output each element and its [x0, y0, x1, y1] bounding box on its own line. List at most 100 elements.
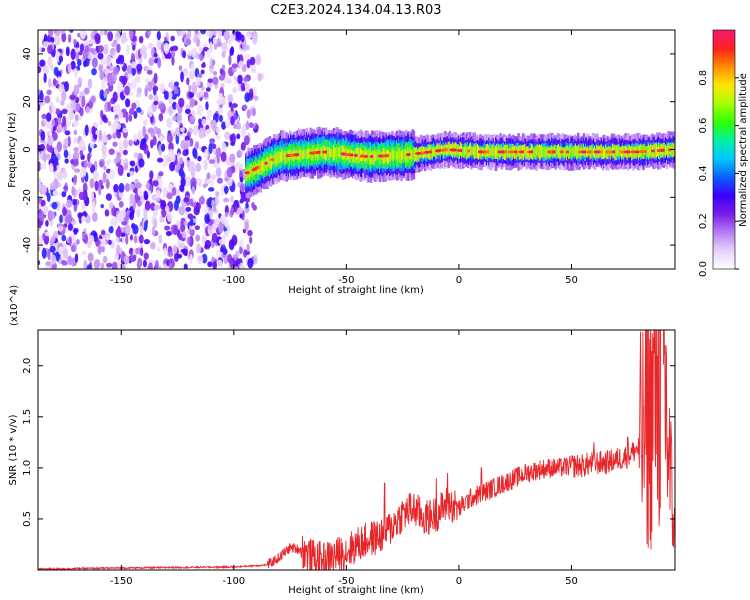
heatmap-cell: [223, 230, 229, 238]
heatmap-cell: [159, 83, 165, 93]
heatmap-cell: [104, 30, 108, 36]
heatmap-cell: [216, 259, 223, 268]
heatmap-cell: [128, 139, 133, 147]
y-tick-label: 20: [22, 95, 33, 108]
heatmap-cell: [40, 130, 46, 141]
heatmap-cell: [70, 48, 76, 60]
heatmap-cell: [118, 140, 123, 148]
heatmap-cell: [239, 246, 243, 255]
heatmap-cell: [128, 247, 134, 256]
heatmap-cell: [148, 94, 154, 101]
heatmap-cell: [121, 236, 125, 243]
heatmap-cell: [239, 213, 243, 219]
heatmap-cell: [46, 130, 51, 137]
heatmap-cell: [118, 201, 124, 208]
heatmap-cell: [57, 225, 64, 232]
colorbar-ticks: 0.0 0.2 0.4 0.6 0.8: [698, 70, 739, 277]
heatmap-cell: [83, 259, 88, 269]
heatmap-cell: [57, 117, 62, 125]
heatmap-cell: [124, 183, 131, 192]
heatmap-cell: [47, 78, 52, 88]
heatmap-cell: [132, 254, 137, 262]
heatmap-cell: [147, 81, 153, 92]
heatmap-cell: [123, 255, 130, 265]
heatmap-cell: [43, 73, 47, 83]
heatmap-cell: [121, 75, 128, 86]
heatmap-cell: [49, 123, 53, 133]
heatmap-cell: [118, 190, 124, 199]
heatmap-cell: [89, 178, 95, 189]
heatmap-cell: [183, 251, 188, 257]
heatmap-cell: [218, 222, 224, 234]
heatmap-cell: [54, 34, 61, 46]
heatmap-cell: [100, 109, 104, 119]
heatmap-cell: [101, 78, 106, 90]
heatmap-cell: [91, 68, 97, 76]
heatmap-cell: [98, 63, 104, 73]
x-tick-label: -50: [338, 576, 354, 587]
heatmap-cell: [77, 58, 82, 67]
x-tick-label: 0: [456, 576, 462, 587]
heatmap-cell: [136, 208, 141, 218]
heatmap-cell: [190, 63, 195, 74]
heatmap-cell: [194, 225, 200, 231]
heatmap-cell: [220, 151, 227, 163]
heatmap-cell: [92, 170, 99, 181]
heatmap-cell: [249, 56, 256, 66]
heatmap-cell: [173, 88, 179, 95]
heatmap-cell: [73, 84, 80, 96]
heatmap-cell: [191, 186, 196, 195]
heatmap-cell: [115, 228, 122, 238]
heatmap-cell: [180, 30, 186, 36]
heatmap-cell: [99, 59, 106, 66]
x-tick-label: -100: [222, 576, 245, 587]
heatmap-cell: [43, 41, 50, 47]
heatmap-cell: [152, 85, 159, 92]
heatmap-cell: [97, 244, 102, 255]
heatmap-cell: [87, 78, 93, 89]
heatmap-cell: [64, 130, 71, 136]
colorbar-tick-label: 0.2: [698, 213, 709, 229]
heatmap-cell: [160, 143, 166, 152]
heatmap-cell: [122, 149, 128, 156]
heatmap-cell: [195, 162, 202, 173]
y-tick-label: 1.0: [22, 460, 33, 476]
heatmap-cell: [230, 141, 236, 147]
heatmap-cell: [46, 89, 52, 96]
heatmap-cell: [140, 247, 144, 256]
heatmap-cell: [42, 232, 46, 241]
heatmap-cell: [218, 238, 226, 245]
heatmap-cell: [101, 245, 105, 253]
heatmap-cell: [55, 96, 60, 104]
heatmap-cell: [253, 95, 259, 101]
heatmap-cell: [144, 200, 151, 211]
heatmap-cell: [104, 209, 110, 217]
heatmap-cell: [197, 104, 204, 116]
heatmap-cell: [64, 215, 71, 224]
heatmap-cell: [187, 213, 194, 220]
heatmap-cell: [60, 30, 66, 35]
heatmap-cell: [55, 108, 61, 115]
heatmap-cell: [44, 95, 51, 104]
heatmap-cell: [108, 148, 115, 156]
heatmap-cell: [229, 134, 234, 142]
heatmap-cell: [97, 45, 104, 53]
heatmap-cell: [208, 159, 216, 164]
heatmap-cell: [212, 30, 217, 36]
spectrogram-panel: -150 -100 -50 0 50 -40 -20 0 20 40 Height of stra…: [7, 29, 676, 296]
heatmap-cell: [160, 200, 167, 211]
figure-title: C2E3.2024.134.04.13.R03: [270, 3, 441, 18]
heatmap-cell: [220, 214, 227, 225]
heatmap-cell: [213, 202, 217, 213]
heatmap-cell: [188, 49, 193, 57]
heatmap-cell: [81, 96, 86, 108]
heatmap-cell: [143, 238, 151, 245]
heatmap-cell: [240, 126, 246, 138]
heatmap-cell: [100, 230, 106, 236]
heatmap-cell: [38, 161, 41, 172]
heatmap-cell: [47, 55, 53, 67]
heatmap-cell: [130, 61, 138, 69]
heatmap-cell: [237, 54, 241, 64]
heatmap-cell: [73, 229, 78, 235]
heatmap-cell: [179, 184, 185, 192]
